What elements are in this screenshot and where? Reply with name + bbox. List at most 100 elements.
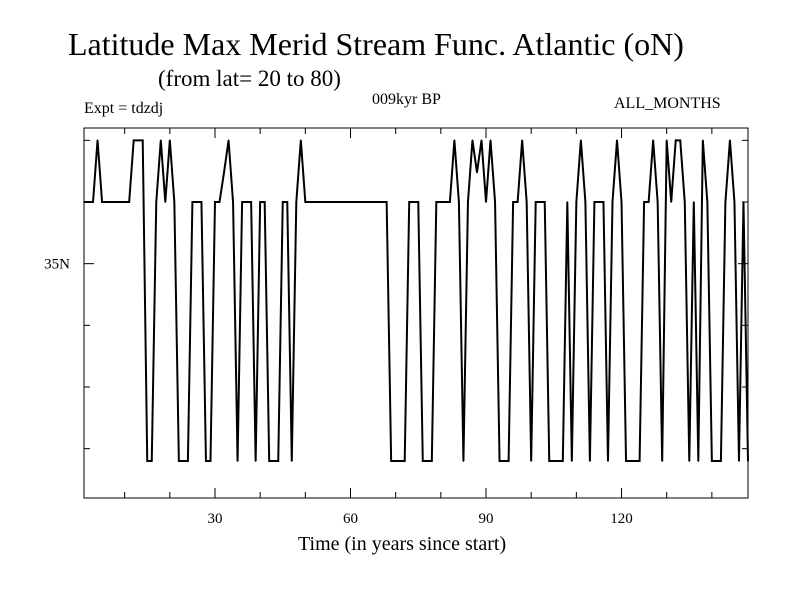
data-point xyxy=(539,201,542,203)
data-point xyxy=(178,460,180,462)
data-point xyxy=(431,460,433,462)
data-point xyxy=(263,201,266,203)
data-point xyxy=(552,460,555,462)
data-point xyxy=(340,201,343,203)
season-label: ALL_MONTHS xyxy=(614,95,721,112)
data-point xyxy=(674,139,677,142)
data-point xyxy=(421,460,424,462)
data-point xyxy=(182,460,185,462)
data-point xyxy=(92,201,94,203)
data-point xyxy=(435,201,438,203)
data-point xyxy=(575,201,578,203)
data-point xyxy=(625,460,627,462)
data-point xyxy=(200,201,203,203)
data-point xyxy=(629,460,632,462)
data-point xyxy=(503,460,505,462)
data-point xyxy=(656,201,659,203)
data-point xyxy=(638,460,641,462)
data-point xyxy=(453,139,456,142)
data-point xyxy=(580,139,582,142)
y-tick-label: 35N xyxy=(44,257,70,273)
data-point xyxy=(458,201,460,203)
data-point xyxy=(702,139,704,142)
data-point xyxy=(747,460,749,462)
data-point xyxy=(381,201,383,203)
data-point xyxy=(412,201,415,203)
data-point xyxy=(155,201,158,203)
data-point xyxy=(272,460,275,462)
data-point xyxy=(87,201,90,203)
chart-title: Latitude Max Merid Stream Func. Atlantic… xyxy=(68,26,684,62)
data-point xyxy=(521,139,523,142)
data-point xyxy=(169,139,171,142)
data-point xyxy=(313,201,316,203)
x-tick-label: 120 xyxy=(610,511,633,527)
series-layer xyxy=(83,139,749,462)
data-point xyxy=(688,460,691,462)
data-point xyxy=(584,201,587,203)
data-point xyxy=(105,201,108,203)
data-point xyxy=(390,460,392,462)
data-point xyxy=(241,201,243,203)
data-point xyxy=(385,201,388,203)
x-tick-label: 30 xyxy=(207,511,222,527)
data-point xyxy=(300,139,302,142)
data-point xyxy=(123,201,126,203)
data-point xyxy=(670,201,673,203)
data-point xyxy=(498,460,501,462)
data-point xyxy=(322,201,325,203)
data-point xyxy=(643,201,645,203)
experiment-label: Expt = tdzdj xyxy=(84,100,164,117)
data-point xyxy=(318,201,320,203)
data-point xyxy=(543,201,546,203)
data-point xyxy=(403,460,406,462)
data-point xyxy=(345,201,347,203)
data-point xyxy=(417,201,420,203)
data-point xyxy=(376,201,379,203)
data-point xyxy=(137,139,139,142)
data-point xyxy=(146,460,149,462)
data-point xyxy=(634,460,636,462)
data-point xyxy=(566,201,569,203)
data-point xyxy=(277,460,280,462)
data-point xyxy=(480,139,483,142)
data-point xyxy=(408,201,411,203)
data-point xyxy=(467,201,469,203)
data-point xyxy=(611,201,614,203)
data-point xyxy=(336,201,338,203)
data-point xyxy=(693,201,695,203)
data-point xyxy=(209,460,212,462)
data-point xyxy=(132,139,135,142)
data-point xyxy=(589,460,591,462)
data-point xyxy=(548,460,551,462)
axis-ticks: 30 60 90 120 35N xyxy=(44,128,748,527)
data-point xyxy=(449,201,451,203)
data-point xyxy=(159,139,162,142)
data-point xyxy=(164,201,167,203)
data-point xyxy=(661,460,663,462)
data-point xyxy=(119,201,121,203)
data-point xyxy=(485,201,487,203)
data-point xyxy=(720,460,722,462)
data-point xyxy=(331,201,334,203)
data-point xyxy=(191,201,194,203)
plot-frame xyxy=(83,127,749,499)
data-point xyxy=(557,460,560,462)
data-point xyxy=(309,201,311,203)
data-point xyxy=(96,139,99,142)
data-point xyxy=(616,139,618,142)
data-point xyxy=(426,460,429,462)
data-point xyxy=(715,460,718,462)
data-point xyxy=(706,201,709,203)
x-axis-label: Time (in years since start) xyxy=(298,533,507,555)
data-point xyxy=(507,460,510,462)
data-point xyxy=(101,201,103,203)
series-line-0 xyxy=(84,139,749,462)
data-point xyxy=(295,201,298,203)
data-point xyxy=(236,460,239,462)
data-point xyxy=(394,460,397,462)
x-tick-label: 60 xyxy=(343,511,358,527)
data-point xyxy=(254,460,257,462)
data-point xyxy=(652,139,654,142)
